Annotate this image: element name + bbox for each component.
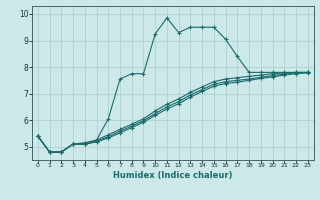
X-axis label: Humidex (Indice chaleur): Humidex (Indice chaleur) (113, 171, 233, 180)
